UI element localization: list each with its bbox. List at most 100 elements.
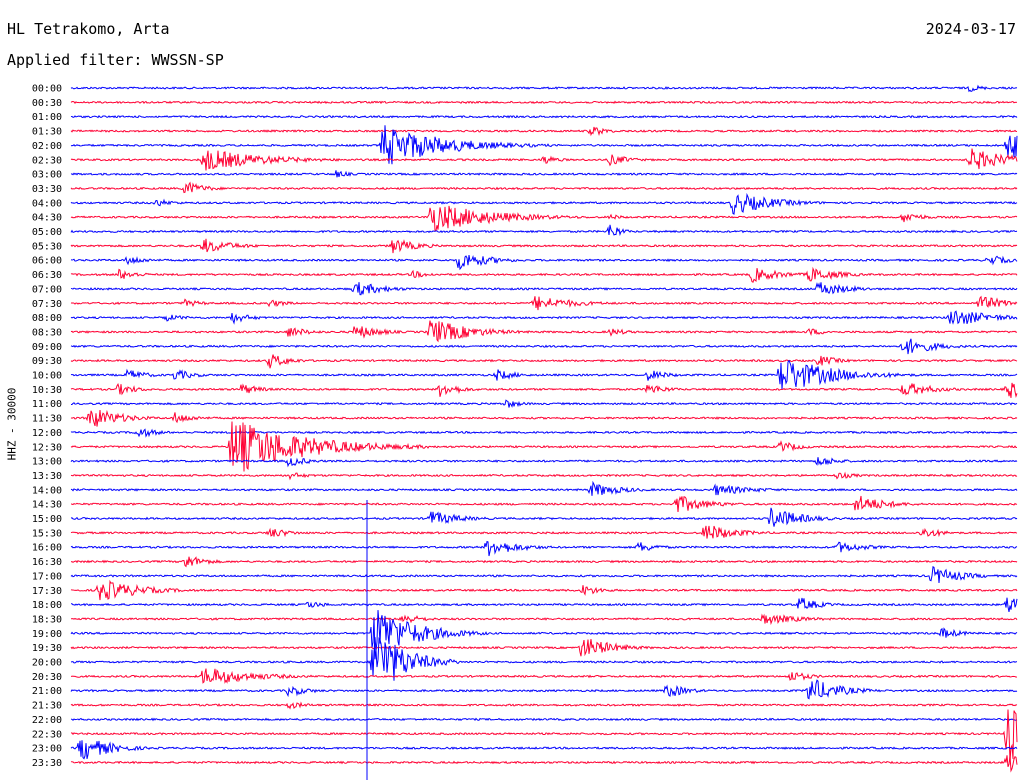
tick-label: 18:30 bbox=[32, 614, 62, 625]
tick-label: 23:00 bbox=[32, 744, 62, 755]
trace-row bbox=[70, 359, 1018, 390]
tick-label: 13:00 bbox=[32, 457, 62, 468]
tick-label: 16:00 bbox=[32, 543, 62, 554]
tick-label: 13:30 bbox=[32, 471, 62, 482]
tick-label: 04:30 bbox=[32, 213, 62, 224]
trace-row bbox=[70, 266, 1018, 283]
tick-label: 18:00 bbox=[32, 600, 62, 611]
tick-label: 20:30 bbox=[32, 672, 62, 683]
tick-label: 12:00 bbox=[32, 428, 62, 439]
tick-label: 11:30 bbox=[32, 414, 62, 425]
trace-row bbox=[70, 399, 1018, 408]
tick-label: 14:00 bbox=[32, 485, 62, 496]
trace-row bbox=[70, 320, 1018, 343]
tick-label: 09:00 bbox=[32, 342, 62, 353]
filter-label: Applied filter: WWSSN-SP bbox=[7, 51, 224, 69]
trace-row bbox=[70, 668, 1018, 684]
trace-row bbox=[70, 495, 1018, 512]
trace-row bbox=[70, 238, 1018, 254]
trace-row bbox=[70, 679, 1018, 700]
trace-row bbox=[70, 338, 1018, 355]
tick-label: 02:30 bbox=[32, 155, 62, 166]
trace-row bbox=[70, 192, 1018, 215]
tick-label: 22:00 bbox=[32, 715, 62, 726]
trace-row bbox=[70, 566, 1018, 583]
trace-row bbox=[70, 457, 1018, 468]
tick-label: 00:30 bbox=[32, 98, 62, 109]
tick-label: 01:30 bbox=[32, 127, 62, 138]
trace-row bbox=[70, 126, 1018, 137]
trace-row bbox=[70, 639, 1018, 657]
trace-row bbox=[70, 597, 1018, 613]
tick-label: 02:00 bbox=[32, 141, 62, 152]
trace-row bbox=[70, 740, 1018, 760]
tick-label: 07:30 bbox=[32, 299, 62, 310]
tick-label: 03:30 bbox=[32, 184, 62, 195]
tick-label: 19:30 bbox=[32, 643, 62, 654]
tick-label: 01:00 bbox=[32, 112, 62, 123]
tick-label: 11:00 bbox=[32, 399, 62, 410]
trace-row bbox=[70, 100, 1018, 105]
tick-label: 15:00 bbox=[32, 514, 62, 525]
tick-label: 17:00 bbox=[32, 571, 62, 582]
tick-label: 15:30 bbox=[32, 528, 62, 539]
tick-label: 08:00 bbox=[32, 313, 62, 324]
trace-row bbox=[70, 382, 1018, 399]
trace-row bbox=[70, 610, 1018, 660]
tick-label: 10:30 bbox=[32, 385, 62, 396]
tick-label: 07:00 bbox=[32, 284, 62, 295]
time-tick-labels: 00:00 00:30 01:00 01:30 02:00 02:30 03:00 03:30… bbox=[32, 84, 62, 769]
trace-row bbox=[70, 224, 1018, 237]
tick-label: 05:30 bbox=[32, 241, 62, 252]
station-title: HL Tetrakomo, Arta bbox=[7, 20, 170, 38]
trace-row bbox=[70, 637, 1018, 681]
tick-label: 23:30 bbox=[32, 758, 62, 769]
trace-row bbox=[70, 556, 1018, 568]
trace-row bbox=[70, 205, 1018, 232]
trace-row bbox=[70, 148, 1018, 171]
tick-label: 20:00 bbox=[32, 658, 62, 669]
tick-label: 14:30 bbox=[32, 500, 62, 511]
tick-label: 06:30 bbox=[32, 270, 62, 281]
trace-row bbox=[70, 282, 1018, 296]
trace-row bbox=[70, 525, 1018, 539]
trace-row bbox=[70, 409, 1018, 427]
trace-row bbox=[70, 507, 1018, 527]
tick-label: 22:30 bbox=[32, 729, 62, 740]
trace-row bbox=[70, 295, 1018, 311]
tick-label: 05:00 bbox=[32, 227, 62, 238]
trace-row bbox=[70, 428, 1018, 438]
tick-label: 03:00 bbox=[32, 170, 62, 181]
tick-label: 19:00 bbox=[32, 629, 62, 640]
tick-label: 17:30 bbox=[32, 586, 62, 597]
trace-row bbox=[70, 480, 1018, 496]
tick-label: 10:00 bbox=[32, 371, 62, 382]
seismogram-traces bbox=[70, 84, 1018, 773]
tick-label: 08:30 bbox=[32, 327, 62, 338]
trace-row bbox=[70, 579, 1018, 601]
tick-label: 21:00 bbox=[32, 686, 62, 697]
trace-row bbox=[70, 540, 1018, 557]
tick-label: 00:00 bbox=[32, 84, 62, 95]
trace-row bbox=[70, 114, 1018, 119]
tick-label: 16:30 bbox=[32, 557, 62, 568]
trace-row bbox=[70, 717, 1018, 722]
trace-row bbox=[70, 170, 1018, 178]
date-label: 2024-03-17 bbox=[925, 20, 1016, 38]
trace-row bbox=[70, 254, 1018, 271]
trace-row bbox=[70, 354, 1018, 369]
trace-row bbox=[70, 701, 1018, 710]
tick-label: 21:30 bbox=[32, 701, 62, 712]
trace-row bbox=[70, 125, 1018, 165]
trace-row bbox=[70, 310, 1018, 325]
trace-row bbox=[70, 84, 1018, 93]
trace-row bbox=[70, 755, 1018, 773]
trace-row bbox=[70, 613, 1018, 626]
trace-row bbox=[70, 181, 1018, 194]
tick-label: 04:00 bbox=[32, 198, 62, 209]
trace-row bbox=[70, 421, 1018, 472]
tick-label: 09:30 bbox=[32, 356, 62, 367]
trace-row bbox=[70, 709, 1018, 762]
trace-row bbox=[70, 471, 1018, 481]
